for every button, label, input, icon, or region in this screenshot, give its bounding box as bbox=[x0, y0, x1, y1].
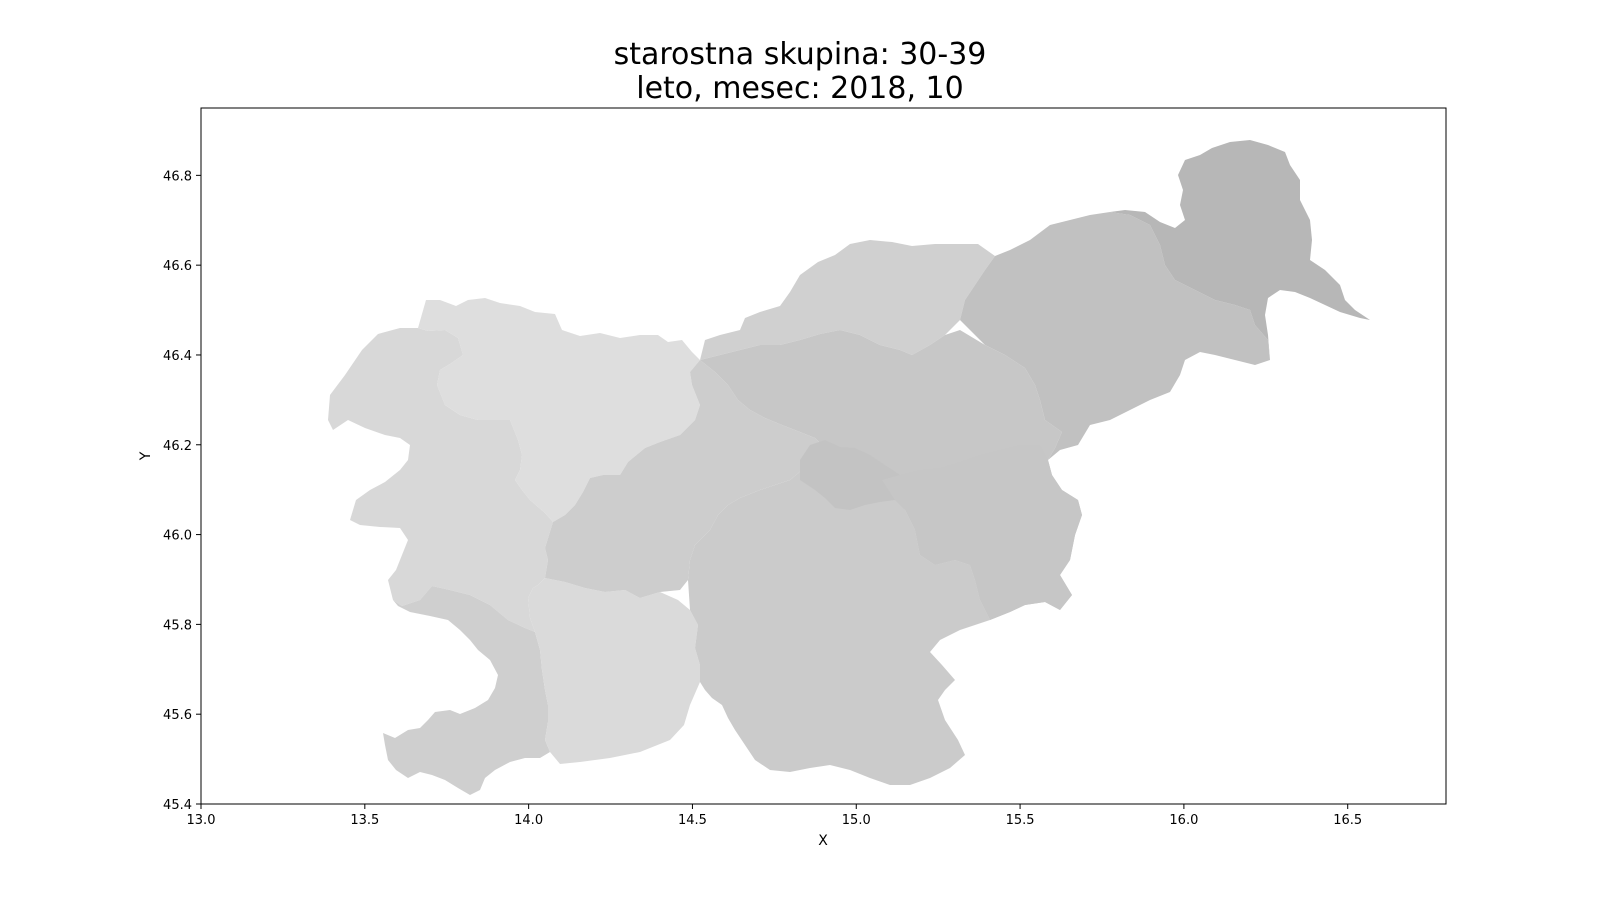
x-tick-label: 13.5 bbox=[350, 813, 379, 828]
y-tick-label: 45.8 bbox=[163, 618, 192, 633]
x-tick-label: 15.5 bbox=[1006, 813, 1035, 828]
y-tick-label: 46.2 bbox=[163, 439, 192, 454]
region-primorsko-notranjska bbox=[528, 578, 700, 764]
x-tick-label: 15.0 bbox=[842, 813, 871, 828]
region-osrednjeslovenska bbox=[545, 360, 822, 598]
region-gorenjska bbox=[418, 298, 700, 522]
region-koroska bbox=[700, 240, 995, 360]
x-tick-label: 16.0 bbox=[1169, 813, 1198, 828]
x-tick-label: 16.5 bbox=[1333, 813, 1362, 828]
region-pomurska bbox=[1110, 140, 1370, 360]
chart-title-line-2: leto, mesec: 2018, 10 bbox=[636, 71, 964, 106]
x-tick-label: 14.0 bbox=[514, 813, 543, 828]
region-goriska bbox=[328, 328, 553, 632]
region-zasavska bbox=[800, 440, 905, 510]
y-axis-label: Y bbox=[138, 451, 154, 461]
axes-frame bbox=[200, 107, 1447, 805]
region-jugovzhodna bbox=[688, 445, 990, 785]
y-tick-label: 45.4 bbox=[163, 798, 192, 813]
y-axis: 45.4 45.6 45.8 46.0 46.2 46.4 46.6 46.8 bbox=[163, 169, 201, 813]
chart-title-line-1: starostna skupina: 30-39 bbox=[613, 37, 987, 72]
y-tick-label: 46.4 bbox=[163, 349, 192, 364]
regions-layer bbox=[328, 140, 1370, 795]
region-posavska bbox=[882, 445, 1082, 620]
region-podravska bbox=[960, 212, 1270, 460]
y-tick-label: 46.8 bbox=[163, 169, 192, 184]
y-tick-label: 45.6 bbox=[163, 708, 192, 723]
x-tick-label: 13.0 bbox=[187, 813, 216, 828]
region-obalno-kraska bbox=[383, 586, 550, 795]
x-tick-label: 14.5 bbox=[678, 813, 707, 828]
y-tick-label: 46.6 bbox=[163, 259, 192, 274]
y-tick-label: 46.0 bbox=[163, 529, 192, 544]
x-axis: 13.0 13.5 14.0 14.5 15.0 15.5 16.0 16.5 bbox=[187, 804, 1362, 828]
x-axis-label: X bbox=[818, 833, 828, 849]
